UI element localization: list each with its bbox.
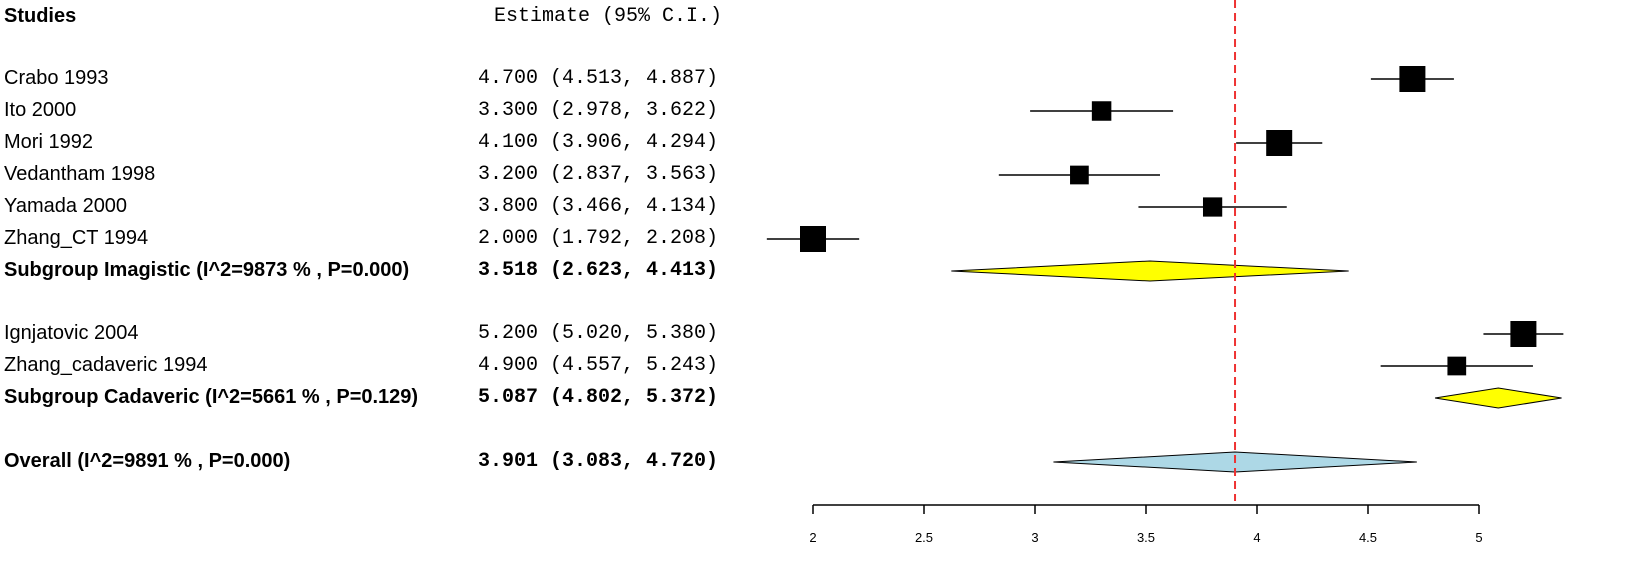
x-tick-label-1: 2.5 [915, 530, 933, 545]
diamond-subgroup-imagistic-i-2-9873-p-0-000 [951, 260, 1349, 282]
row-label-mori-1992: Mori 1992 [4, 131, 93, 153]
point-marker-mori-1992 [1266, 130, 1293, 156]
row-label-zhang-cadaveric-1994: Zhang_cadaveric 1994 [4, 354, 208, 376]
x-tick-label-3: 3.5 [1137, 530, 1155, 545]
row-label-yamada-2000: Yamada 2000 [4, 195, 128, 217]
row-estimate-crabo-1993: 4.700 (4.513, 4.887) [478, 67, 719, 90]
estimate-header: Estimate (95% C.I.) [494, 5, 723, 28]
point-marker-ignjatovic-2004 [1510, 321, 1537, 347]
row-estimate-ito-2000: 3.300 (2.978, 3.622) [478, 99, 719, 122]
point-marker-crabo-1993 [1399, 66, 1426, 92]
row-label-zhang-ct-1994: Zhang_CT 1994 [4, 227, 149, 249]
row-label-subgroup-cadaveric-i-2-5661-p-0-129: Subgroup Cadaveric (I^2=5661 % , P=0.129… [4, 386, 419, 408]
row-estimate-overall-i-2-9891-p-0-000: 3.901 (3.083, 4.720) [478, 450, 719, 473]
row-label-overall-i-2-9891-p-0-000: Overall (I^2=9891 % , P=0.000) [4, 450, 291, 472]
point-marker-yamada-2000 [1202, 197, 1223, 217]
row-label-vedantham-1998: Vedantham 1998 [4, 163, 156, 185]
x-tick-label-0: 2 [809, 530, 816, 545]
row-label-crabo-1993: Crabo 1993 [4, 67, 109, 89]
row-estimate-mori-1992: 4.100 (3.906, 4.294) [478, 131, 719, 154]
x-tick-label-2: 3 [1031, 530, 1038, 545]
studies-header: Studies [4, 5, 77, 27]
x-tick-label-4: 4 [1253, 530, 1260, 545]
x-tick-label-6: 5 [1475, 530, 1482, 545]
point-marker-zhang-cadaveric-1994 [1447, 356, 1467, 376]
row-label-ito-2000: Ito 2000 [4, 99, 77, 121]
row-estimate-subgroup-imagistic-i-2-9873-p-0-000: 3.518 (2.623, 4.413) [478, 259, 719, 282]
row-estimate-vedantham-1998: 3.200 (2.837, 3.563) [478, 163, 719, 186]
x-tick-label-5: 4.5 [1359, 530, 1377, 545]
row-estimate-zhang-ct-1994: 2.000 (1.792, 2.208) [478, 227, 719, 250]
row-label-subgroup-imagistic-i-2-9873-p-0-000: Subgroup Imagistic (I^2=9873 % , P=0.000… [4, 259, 410, 281]
row-label-ignjatovic-2004: Ignjatovic 2004 [4, 322, 139, 344]
point-marker-vedantham-1998 [1070, 165, 1089, 185]
point-marker-ito-2000 [1091, 101, 1112, 121]
row-estimate-subgroup-cadaveric-i-2-5661-p-0-129: 5.087 (4.802, 5.372) [478, 386, 719, 409]
row-estimate-zhang-cadaveric-1994: 4.900 (4.557, 5.243) [478, 354, 719, 377]
row-estimate-ignjatovic-2004: 5.200 (5.020, 5.380) [478, 322, 719, 345]
point-marker-zhang-ct-1994 [800, 226, 826, 252]
row-estimate-yamada-2000: 3.800 (3.466, 4.134) [478, 195, 719, 218]
diamond-subgroup-cadaveric-i-2-5661-p-0-129 [1434, 387, 1562, 409]
